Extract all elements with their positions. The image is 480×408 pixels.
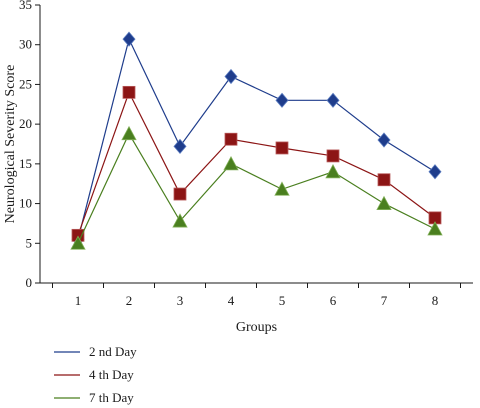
data-point-diamond: [224, 68, 238, 85]
x-tick-label: 3: [177, 293, 184, 308]
data-point-triangle: [325, 163, 341, 179]
y-axis-title: Neurological Severity Score: [3, 65, 18, 224]
x-tick-label: 8: [432, 293, 439, 308]
data-point-diamond: [428, 164, 442, 180]
data-point-triangle: [427, 221, 443, 236]
series-layer: [70, 31, 443, 250]
series-line: [77, 37, 436, 240]
y-tick-label: 15: [19, 156, 32, 171]
series-line: [77, 90, 436, 236]
series-3: [70, 125, 443, 250]
x-tick-label: 1: [75, 293, 82, 308]
legend-item: 2 nd Day: [54, 344, 137, 359]
data-point-diamond: [326, 92, 340, 108]
data-point-triangle: [121, 125, 137, 141]
legend-item: 7 th Day: [54, 390, 134, 405]
data-point-square: [326, 149, 340, 163]
x-tick-label: 7: [381, 293, 388, 308]
y-tick-label: 20: [19, 116, 32, 131]
y-ticks: 0 5 10 15 20 25 30 35: [19, 0, 40, 290]
data-point-square: [224, 132, 238, 146]
data-point-square: [275, 141, 289, 155]
x-tick-label: 5: [279, 293, 286, 308]
series-2: [71, 85, 442, 242]
data-point-triangle: [172, 213, 188, 228]
legend-label: 7 th Day: [89, 390, 134, 405]
x-tick-label: 6: [330, 293, 337, 308]
data-point-triangle: [223, 156, 239, 171]
y-tick-label: 10: [19, 196, 32, 211]
y-tick-label: 5: [26, 235, 33, 250]
data-point-diamond: [173, 138, 187, 154]
x-tick-label: 4: [228, 293, 235, 308]
legend-item: 4 th Day: [54, 367, 134, 382]
y-tick-label: 25: [19, 76, 32, 91]
x-tick-label: 2: [126, 293, 133, 308]
data-point-diamond: [377, 132, 391, 148]
x-ticks: 1 2 3 4 5 6 7 8: [52, 283, 461, 308]
x-axis-title: Groups: [236, 320, 277, 335]
data-point-diamond: [275, 92, 289, 108]
legend-label: 4 th Day: [89, 367, 134, 382]
y-tick-label: 30: [19, 37, 32, 52]
data-point-triangle: [70, 235, 86, 250]
y-tick-label: 35: [19, 0, 32, 12]
data-point-triangle: [376, 195, 392, 210]
data-point-triangle: [274, 181, 290, 196]
data-point-diamond: [122, 31, 136, 47]
series-line: [77, 132, 436, 244]
data-point-square: [377, 173, 391, 187]
legend: 2 nd Day 4 th Day 7 th Day: [54, 344, 137, 405]
y-tick-label: 0: [26, 275, 33, 290]
legend-label: 2 nd Day: [89, 344, 137, 359]
data-point-square: [173, 187, 187, 201]
data-point-square: [122, 85, 136, 99]
